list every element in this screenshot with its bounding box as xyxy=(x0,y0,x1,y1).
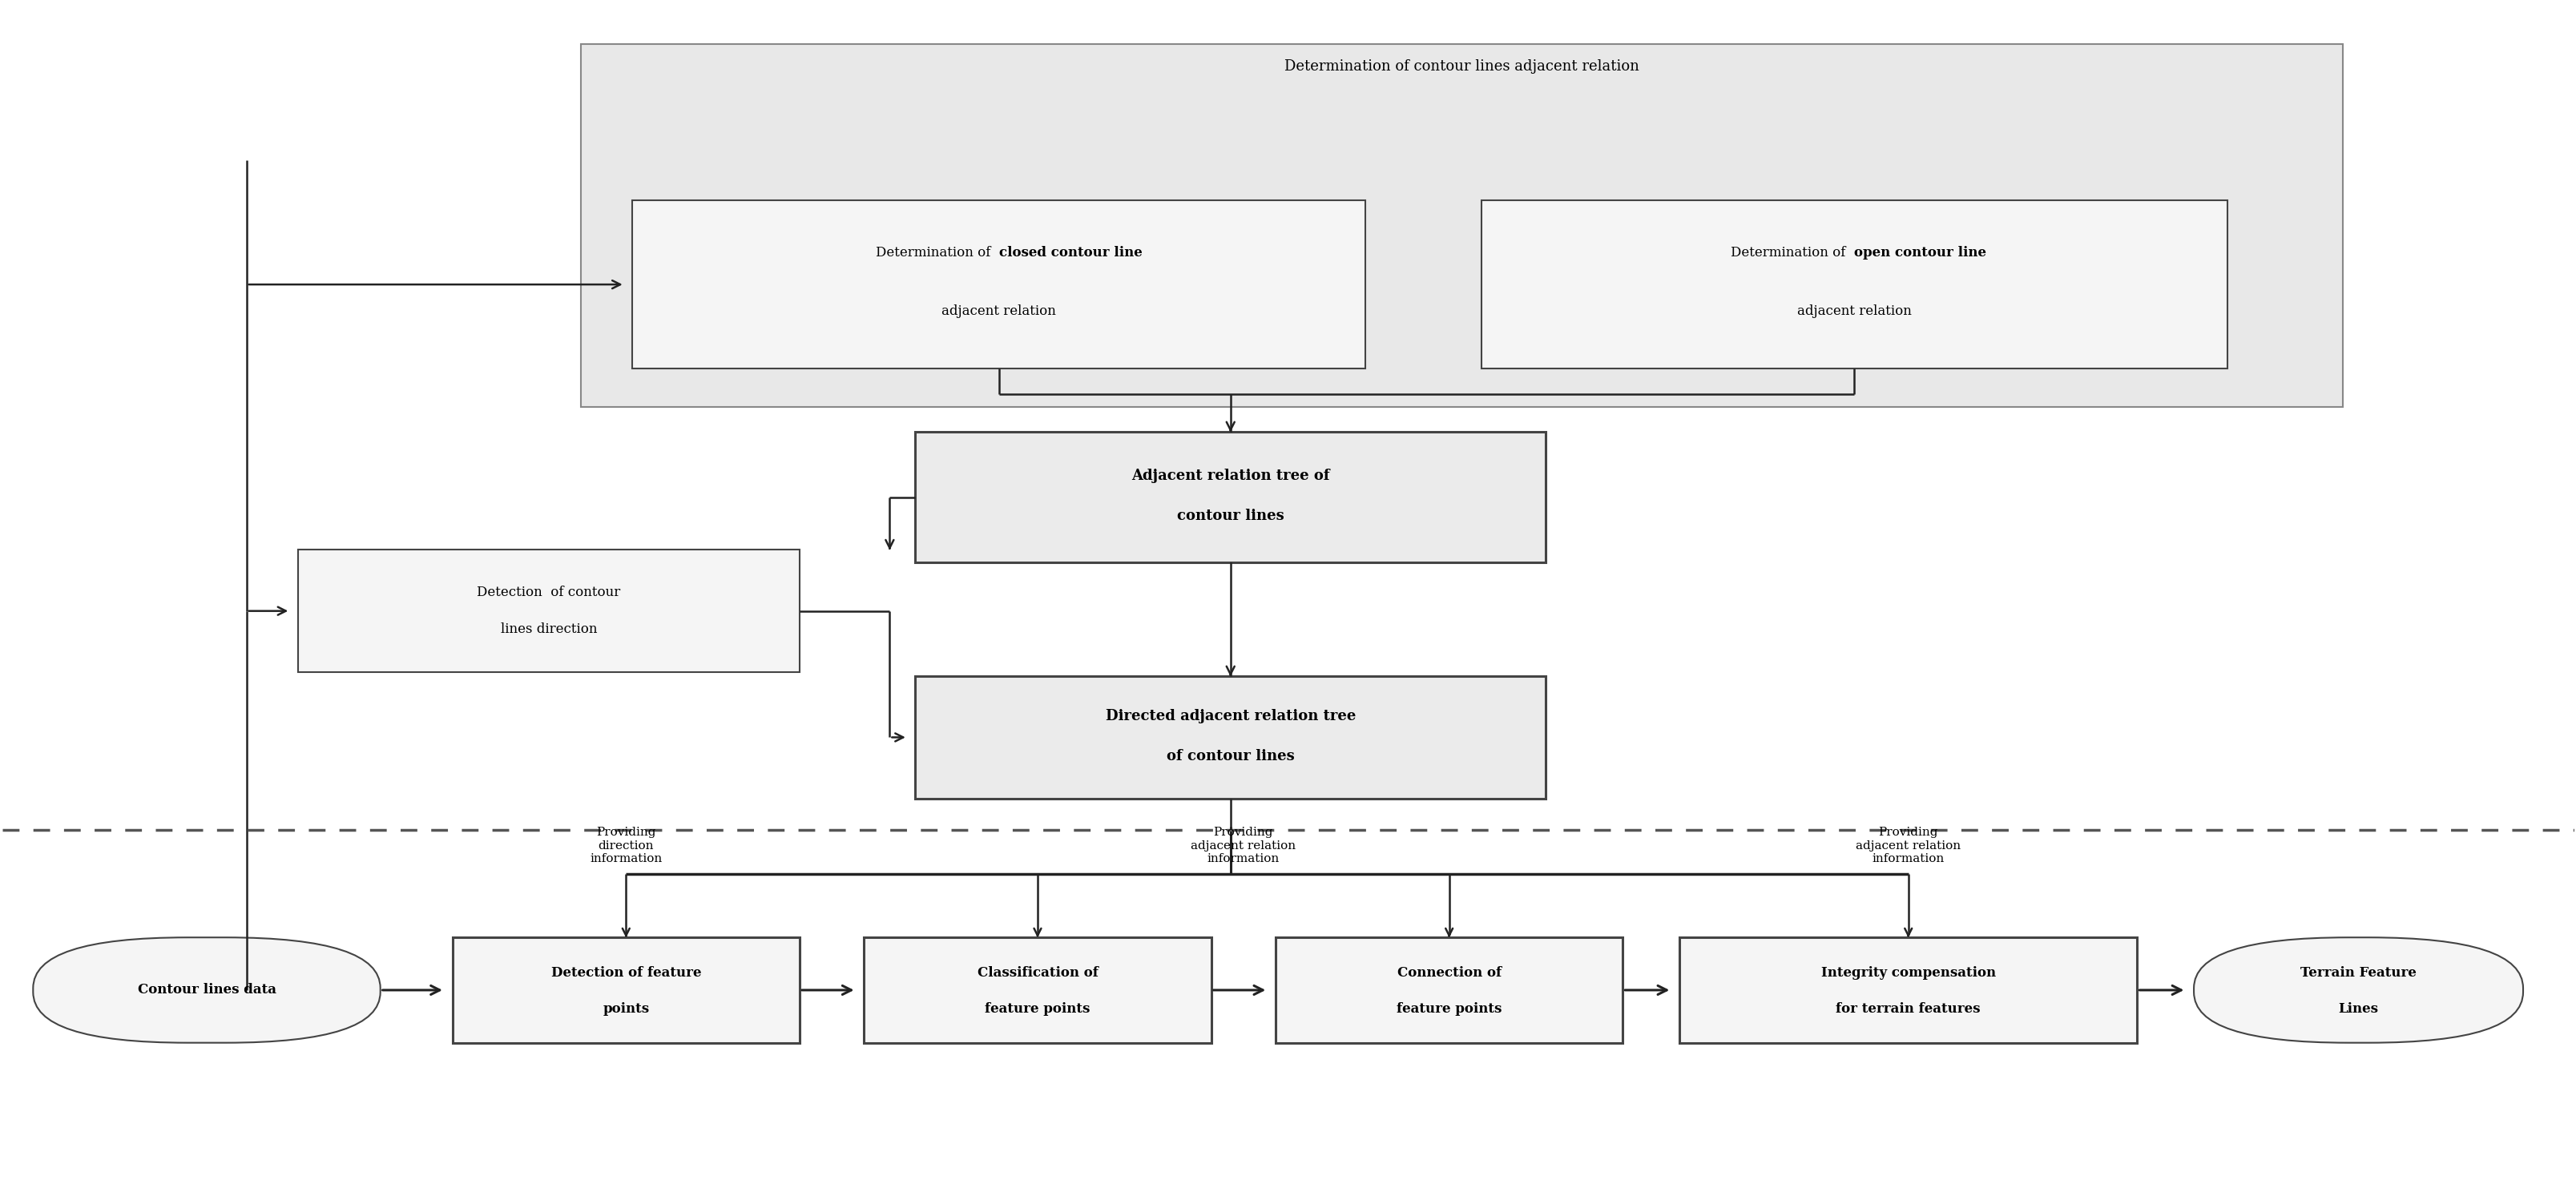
Text: feature points: feature points xyxy=(984,1002,1090,1016)
Text: Integrity compensation: Integrity compensation xyxy=(1821,966,1994,980)
Text: points: points xyxy=(603,1002,649,1016)
Text: Detection of feature: Detection of feature xyxy=(551,966,701,980)
FancyBboxPatch shape xyxy=(914,676,1546,798)
FancyBboxPatch shape xyxy=(863,938,1211,1043)
FancyBboxPatch shape xyxy=(299,549,799,673)
Text: Contour lines data: Contour lines data xyxy=(137,983,276,997)
Text: open contour line: open contour line xyxy=(1855,245,1986,259)
Text: closed contour line: closed contour line xyxy=(999,245,1141,259)
FancyBboxPatch shape xyxy=(33,938,381,1043)
Text: Providing
direction
information: Providing direction information xyxy=(590,826,662,864)
Text: Determination of: Determination of xyxy=(876,245,999,259)
Text: feature points: feature points xyxy=(1396,1002,1502,1016)
Text: adjacent relation: adjacent relation xyxy=(1795,304,1911,318)
FancyBboxPatch shape xyxy=(1275,938,1623,1043)
Text: of contour lines: of contour lines xyxy=(1167,748,1293,762)
Text: Detection  of contour: Detection of contour xyxy=(477,586,621,599)
Text: Providing
adjacent relation
information: Providing adjacent relation information xyxy=(1190,826,1296,864)
Text: Determination of contour lines adjacent relation: Determination of contour lines adjacent … xyxy=(1285,59,1638,73)
Text: adjacent relation: adjacent relation xyxy=(940,304,1056,318)
Text: Providing
adjacent relation
information: Providing adjacent relation information xyxy=(1855,826,1960,864)
Text: Lines: Lines xyxy=(2339,1002,2378,1016)
Text: Connection of: Connection of xyxy=(1396,966,1502,980)
FancyBboxPatch shape xyxy=(1481,200,2226,368)
FancyBboxPatch shape xyxy=(631,200,1365,368)
FancyBboxPatch shape xyxy=(453,938,799,1043)
FancyBboxPatch shape xyxy=(580,44,2342,406)
Text: contour lines: contour lines xyxy=(1177,509,1283,523)
Text: Determination of: Determination of xyxy=(1731,245,1855,259)
Text: lines direction: lines direction xyxy=(500,623,598,636)
FancyBboxPatch shape xyxy=(914,432,1546,562)
Text: Adjacent relation tree of: Adjacent relation tree of xyxy=(1131,469,1329,483)
Text: Classification of: Classification of xyxy=(976,966,1097,980)
Text: for terrain features: for terrain features xyxy=(1837,1002,1981,1016)
Text: Directed adjacent relation tree: Directed adjacent relation tree xyxy=(1105,709,1355,723)
FancyBboxPatch shape xyxy=(1680,938,2136,1043)
Text: Terrain Feature: Terrain Feature xyxy=(2300,966,2416,980)
FancyBboxPatch shape xyxy=(2192,938,2522,1043)
